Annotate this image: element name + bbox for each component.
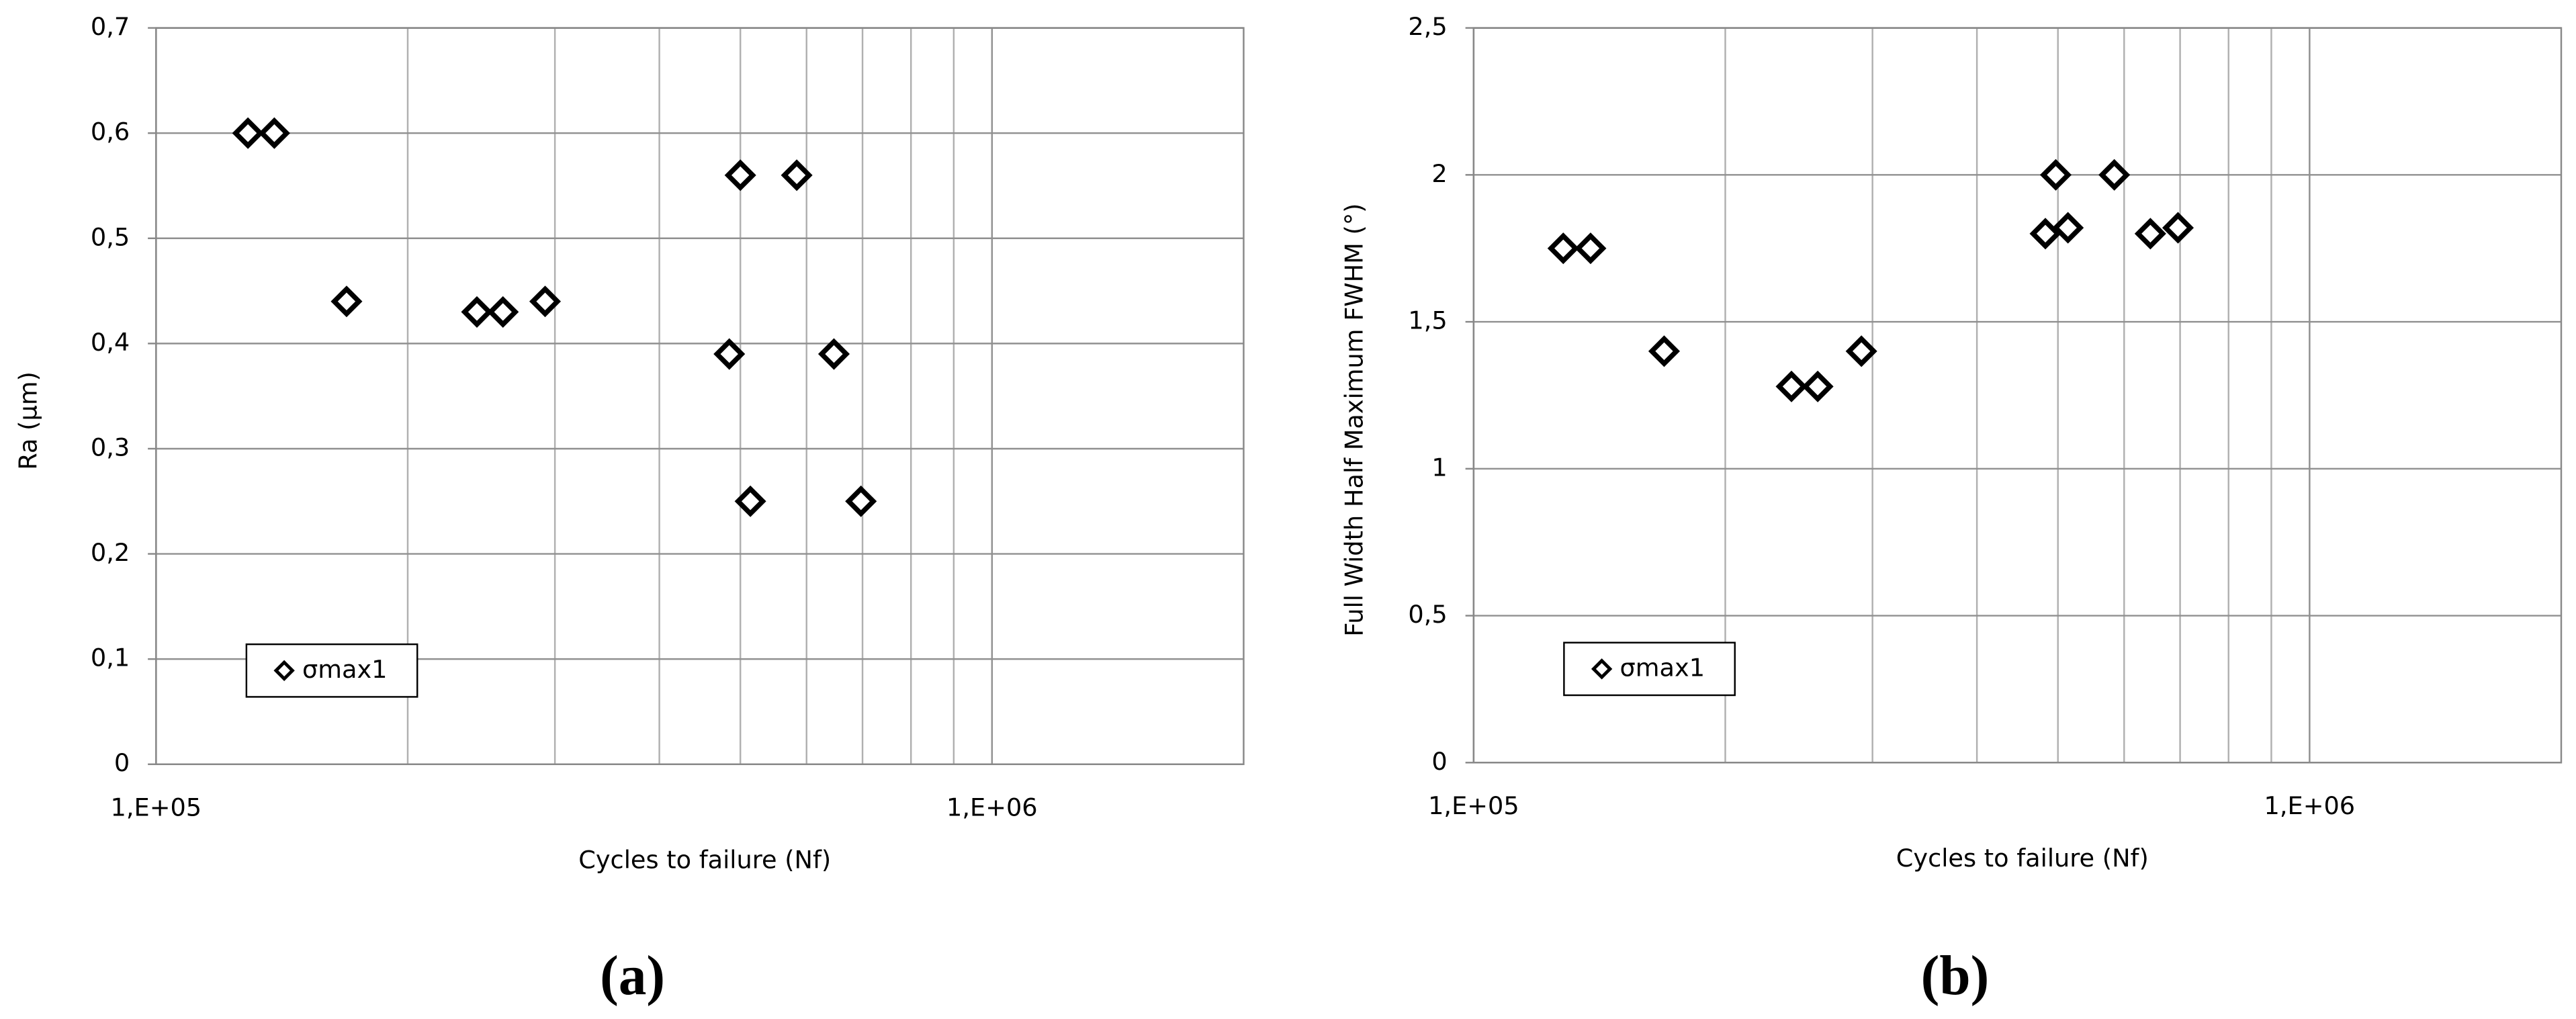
plot-area xyxy=(1473,28,2561,763)
plot-area xyxy=(156,28,1244,764)
x-tick-label: 1,E+06 xyxy=(946,793,1038,822)
data-point xyxy=(1547,232,1579,265)
data-point xyxy=(845,485,877,517)
y-tick-label: 0 xyxy=(114,748,130,777)
x-tick-label: 1,E+06 xyxy=(2264,791,2356,820)
data-point xyxy=(2134,218,2166,250)
y-tick-label: 0,6 xyxy=(91,118,130,146)
legend-marker xyxy=(273,660,295,681)
y-tick-label: 0,7 xyxy=(91,12,130,41)
y-tick-label: 0,5 xyxy=(91,222,130,251)
data-point xyxy=(258,117,290,149)
data-point xyxy=(1802,370,1834,402)
y-axis-title: Full Width Half Maximum FWHM (°) xyxy=(1339,204,1368,637)
y-tick-label: 1,5 xyxy=(1408,306,1447,335)
y-tick-label: 0,2 xyxy=(91,538,130,567)
data-point xyxy=(2052,212,2084,244)
y-tick-label: 2,5 xyxy=(1408,12,1447,41)
data-point xyxy=(232,117,264,149)
data-point xyxy=(461,296,493,328)
data-point xyxy=(1775,370,1808,402)
x-axis-title: Cycles to failure (Nf) xyxy=(578,846,831,875)
data-point xyxy=(529,285,562,318)
data-point xyxy=(487,296,519,328)
data-point xyxy=(2039,159,2072,191)
data-point xyxy=(724,159,756,191)
y-tick-label: 0,4 xyxy=(91,328,130,357)
x-tick-label: 1,E+05 xyxy=(111,793,202,822)
y-tick-label: 0,3 xyxy=(91,433,130,461)
data-point xyxy=(1648,335,1681,367)
data-point xyxy=(330,285,363,318)
legend-label: σmax1 xyxy=(1620,653,1705,682)
data-point xyxy=(1574,232,1607,265)
data-point xyxy=(734,485,766,517)
x-axis-title: Cycles to failure (Nf) xyxy=(1896,844,2149,873)
y-tick-label: 1 xyxy=(1431,453,1447,482)
data-point xyxy=(781,159,813,191)
panel-label: (b) xyxy=(1921,944,1990,1006)
data-point xyxy=(713,338,746,370)
y-tick-label: 0,5 xyxy=(1408,600,1447,629)
data-point xyxy=(2029,218,2061,250)
x-tick-label: 1,E+05 xyxy=(1428,791,1519,820)
data-point xyxy=(2162,212,2194,244)
legend-label: σmax1 xyxy=(302,655,388,684)
data-point xyxy=(1845,335,1877,367)
y-tick-label: 2 xyxy=(1431,159,1447,188)
panel-label: (a) xyxy=(600,944,665,1006)
plot-border xyxy=(155,27,1245,765)
plot-border xyxy=(1472,27,2563,764)
legend-marker xyxy=(1591,658,1613,680)
y-tick-label: 0 xyxy=(1431,747,1447,776)
data-point xyxy=(2098,159,2131,191)
data-point xyxy=(817,338,850,370)
y-axis-title: Ra (µm) xyxy=(14,371,43,470)
y-tick-label: 0,1 xyxy=(91,644,130,672)
